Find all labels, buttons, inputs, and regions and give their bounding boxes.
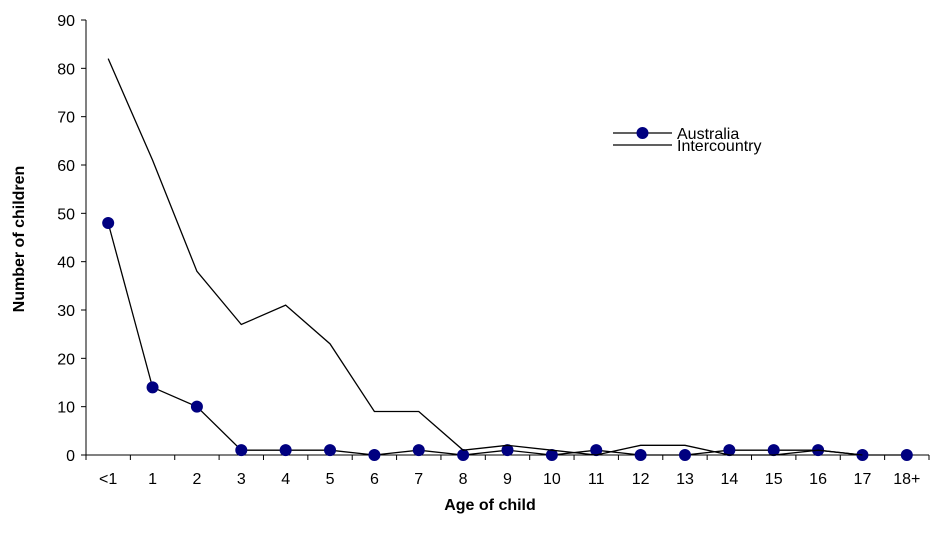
y-tick-label: 40 [57,255,75,272]
australia-point [590,444,603,457]
x-tick-label: 8 [459,471,468,488]
x-tick-label: 15 [765,471,783,488]
x-tick-label: 13 [676,471,694,488]
x-tick-label: 2 [192,471,201,488]
australia-point [678,449,691,461]
x-axis: <1 1 2 3 4 5 6 7 8 9 10 11 12 13 14 15 16 17 18+ [85,454,930,488]
australia-point [501,444,514,457]
x-tick-label: 6 [370,471,379,488]
australia-point [900,449,913,461]
x-tick-label: 4 [281,471,290,488]
australia-point [146,381,159,394]
australia-point [102,217,115,229]
australia-point [235,444,248,457]
x-tick-label: 3 [237,471,246,488]
y-tick-label: 20 [57,351,75,368]
y-tick-label: 10 [57,400,75,417]
legend-marker-australia [636,127,649,139]
y-tick-label: 80 [57,61,75,78]
x-tick-label: 1 [148,471,157,488]
x-tick-label: 18+ [893,471,920,488]
x-tick-label: 9 [503,471,512,488]
x-axis-title: Age of child [444,497,536,514]
y-tick-label: 90 [57,13,75,30]
australia-point [279,444,292,457]
australia-point [545,449,558,461]
x-tick-label: <1 [99,471,117,488]
x-tick-label: 12 [632,471,650,488]
australia-point [412,444,425,457]
x-tick-label: 14 [720,471,738,488]
y-tick-label: 50 [57,206,75,223]
y-tick-label: 30 [57,303,75,320]
y-tick-label: 0 [66,448,75,465]
y-tick-label: 60 [57,158,75,175]
x-tick-label: 7 [414,471,423,488]
australia-point [368,449,381,461]
australia-point [723,444,736,457]
intercountry-line [107,58,863,456]
australia-point [457,449,470,461]
y-axis-title: Number of children [11,166,28,313]
x-tick-label: 5 [326,471,335,488]
x-tick-label: 11 [588,471,605,488]
australia-point [634,449,647,461]
legend-label-australia: Australia [677,126,739,143]
australia-point [324,444,337,457]
series-layer [102,58,913,461]
australia-point [190,400,203,413]
legend-label-intercountry: Intercountry [677,138,761,155]
y-tick-label: 70 [57,110,75,127]
australia-point [767,444,780,457]
x-tick-label: 10 [543,471,561,488]
x-tick-label: 16 [809,471,827,488]
australia-line [107,222,907,456]
y-axis: 0 10 20 30 40 50 60 70 80 90 [57,13,87,465]
x-tick-label: 17 [854,471,872,488]
